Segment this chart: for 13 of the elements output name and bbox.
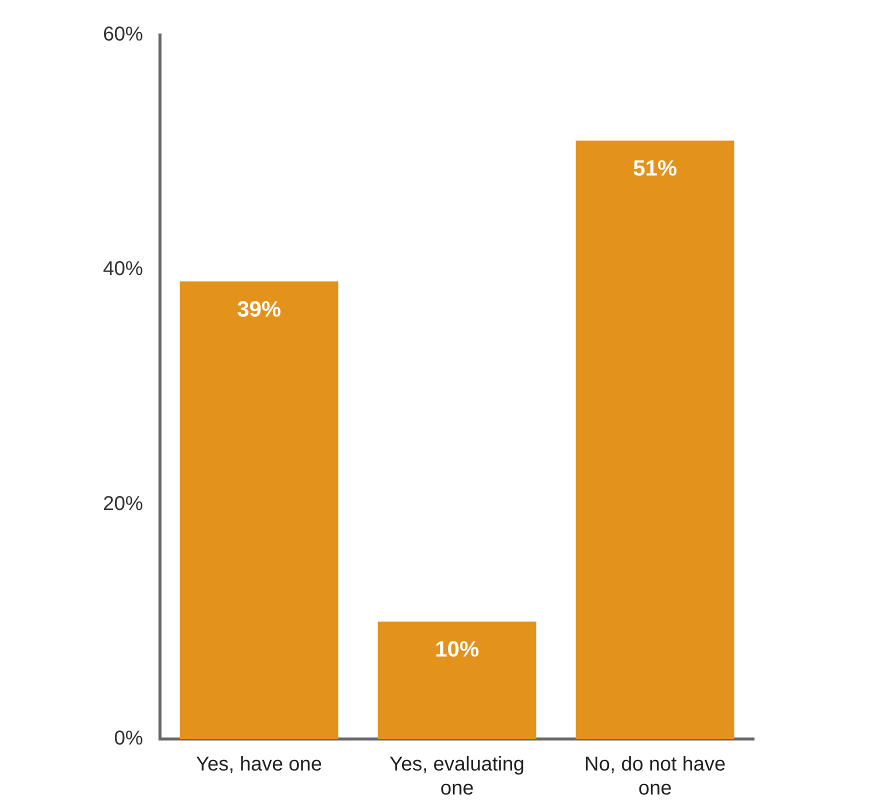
bar bbox=[180, 281, 338, 739]
y-tick-label: 20% bbox=[103, 492, 144, 515]
x-tick-label: Yes, have one bbox=[196, 754, 322, 776]
y-tick-label: 60% bbox=[103, 24, 144, 46]
data-label: 51% bbox=[632, 156, 678, 181]
x-tick-label: No, do not have one bbox=[584, 754, 726, 800]
y-tick-label: 40% bbox=[103, 258, 144, 280]
bar bbox=[378, 622, 536, 739]
bar bbox=[576, 140, 734, 739]
data-label: 39% bbox=[237, 296, 282, 322]
data-label: 10% bbox=[434, 636, 480, 662]
x-tick-label: Yes, evaluating one bbox=[390, 754, 524, 800]
y-tick-label: 0% bbox=[114, 728, 144, 750]
